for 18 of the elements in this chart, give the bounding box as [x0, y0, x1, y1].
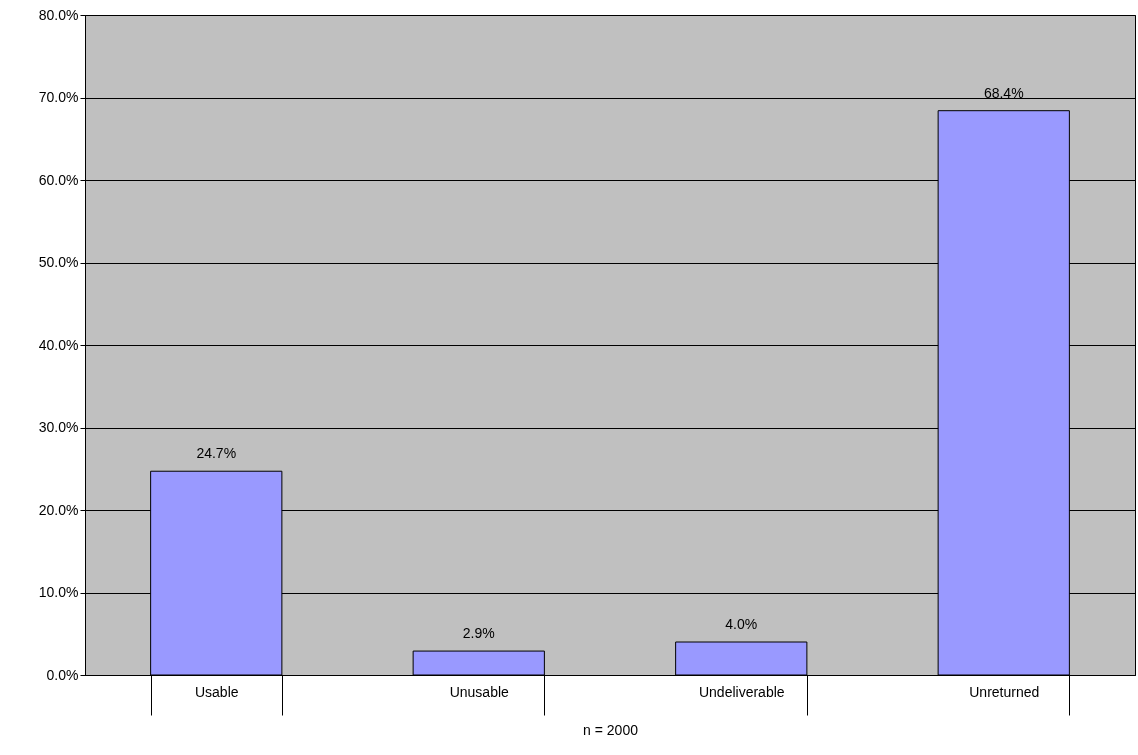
- data-label: 24.7%: [196, 445, 237, 462]
- y-tick-label: 0.0%: [46, 666, 79, 683]
- x-tick-label: Unusable: [449, 683, 510, 700]
- y-tick-label: 30.0%: [38, 419, 79, 435]
- x-tick-label: Usable: [194, 683, 239, 700]
- y-tick-label: 10.0%: [38, 584, 79, 600]
- y-tick-label: 50.0%: [38, 254, 79, 270]
- x-tick-label: Undeliverable: [698, 683, 785, 700]
- y-tick-label: 60.0%: [38, 171, 79, 188]
- y-tick-label: 20.0%: [38, 501, 79, 518]
- y-tick-label: 80.0%: [38, 6, 79, 23]
- y-tick-label: 70.0%: [38, 89, 79, 105]
- x-axis-title: n = 2000: [583, 722, 639, 738]
- data-label: 4.0%: [725, 616, 758, 632]
- data-label: 68.4%: [983, 84, 1024, 101]
- y-tick-label: 40.0%: [38, 336, 79, 353]
- x-tick-label: Unreturned: [969, 683, 1040, 700]
- data-label: 2.9%: [462, 625, 495, 642]
